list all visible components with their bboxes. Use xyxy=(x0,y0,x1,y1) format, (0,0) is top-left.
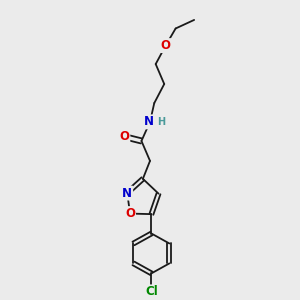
Text: N: N xyxy=(144,116,154,128)
Text: H: H xyxy=(157,117,165,127)
Text: O: O xyxy=(125,207,135,220)
Text: Cl: Cl xyxy=(145,285,158,298)
Text: O: O xyxy=(119,130,129,143)
Text: O: O xyxy=(161,39,171,52)
Text: N: N xyxy=(122,187,132,200)
